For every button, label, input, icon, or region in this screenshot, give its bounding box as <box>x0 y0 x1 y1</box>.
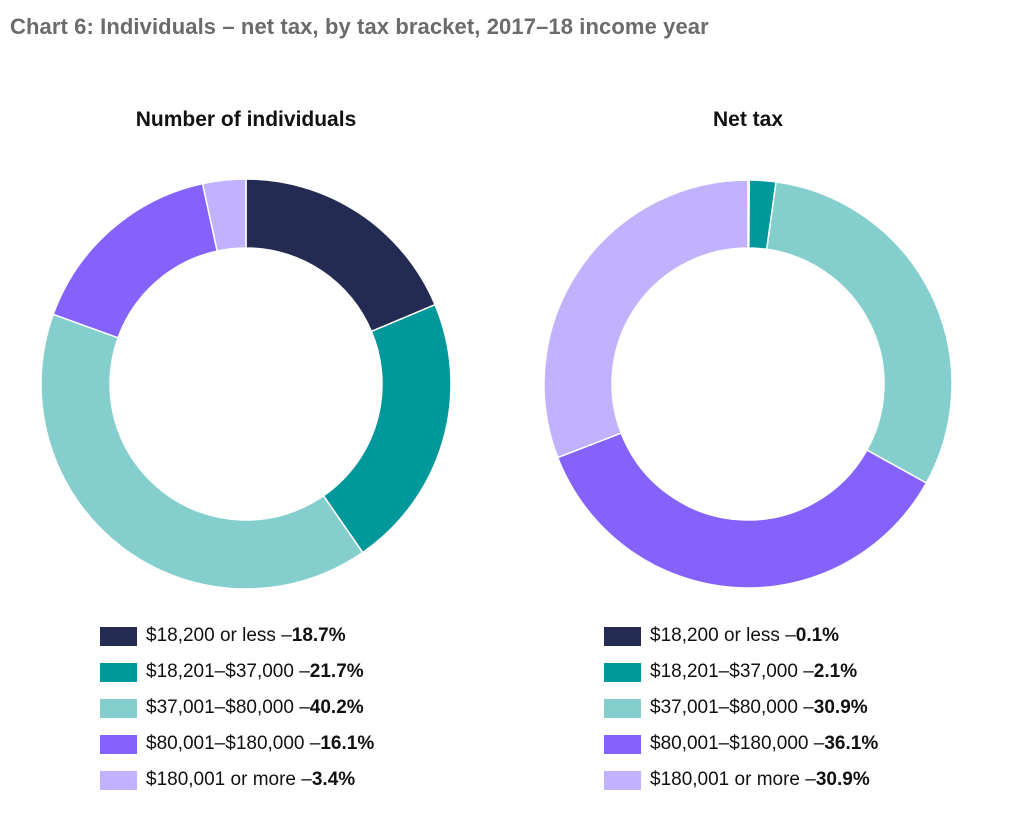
legend-label: $180,001 or more – <box>146 769 312 790</box>
legend-label: $18,200 or less – <box>146 625 292 646</box>
legend-value: 16.1% <box>320 733 375 754</box>
donut-slice <box>201 178 247 252</box>
legend-item: $37,001–$80,000 – 30.9% <box>604 690 878 726</box>
donut-slice <box>322 303 452 554</box>
chart-title: Chart 6: Individuals – net tax, by tax b… <box>10 14 709 39</box>
legend-value: 0.1% <box>795 625 840 646</box>
legend-swatch <box>604 734 641 754</box>
legend-swatch <box>604 662 641 682</box>
legend-value: 18.7% <box>291 625 346 646</box>
legend-value: 21.7% <box>309 661 364 682</box>
legend-swatch <box>604 626 641 646</box>
legend-swatch <box>100 734 137 754</box>
legend-item: $18,200 or less – 18.7% <box>100 618 374 654</box>
donut-chart-net-tax <box>543 179 953 589</box>
legend-label: $80,001–$180,000 – <box>146 733 321 754</box>
legend-item: $180,001 or more – 30.9% <box>604 762 878 798</box>
legend-item: $180,001 or more – 3.4% <box>100 762 374 798</box>
legend-swatch <box>100 626 137 646</box>
donut-panel-individuals: Number of individuals $18,200 or less – … <box>0 100 500 800</box>
legend-value: 2.1% <box>813 661 858 682</box>
legend-swatch <box>100 698 137 718</box>
legend-label: $18,201–$37,000 – <box>146 661 310 682</box>
legend-label: $37,001–$80,000 – <box>146 697 310 718</box>
legend-individuals: $18,200 or less – 18.7% $18,201–$37,000 … <box>100 618 374 798</box>
legend-label: $180,001 or more – <box>650 769 816 790</box>
legend-swatch <box>604 770 641 790</box>
legend-item: $18,200 or less – 0.1% <box>604 618 878 654</box>
legend-value: 30.9% <box>815 769 870 790</box>
legend-swatch <box>100 662 137 682</box>
legend-label: $18,200 or less – <box>650 625 796 646</box>
donut-slice <box>245 178 437 333</box>
legend-item: $80,001–$180,000 – 36.1% <box>604 726 878 762</box>
legend-label: $18,201–$37,000 – <box>650 661 814 682</box>
legend-item: $37,001–$80,000 – 40.2% <box>100 690 374 726</box>
donut-slice <box>765 181 953 485</box>
legend-value: 3.4% <box>311 769 356 790</box>
legend-label: $80,001–$180,000 – <box>650 733 825 754</box>
legend-net-tax: $18,200 or less – 0.1% $18,201–$37,000 –… <box>604 618 878 798</box>
donut-slice <box>543 179 749 459</box>
legend-item: $80,001–$180,000 – 16.1% <box>100 726 374 762</box>
legend-value: 40.2% <box>309 697 364 718</box>
donut-chart-individuals <box>40 178 452 590</box>
donut-slice <box>40 313 364 590</box>
donut-slice <box>556 432 928 589</box>
legend-item: $18,201–$37,000 – 21.7% <box>100 654 374 690</box>
donut-slice <box>52 182 219 339</box>
donut-panel-net-tax: Net tax $18,200 or less – 0.1% $18,201–$… <box>500 100 1000 800</box>
legend-value: 36.1% <box>824 733 879 754</box>
donut-title-net-tax: Net tax <box>712 108 784 131</box>
legend-label: $37,001–$80,000 – <box>650 697 814 718</box>
legend-swatch <box>604 698 641 718</box>
donut-title-individuals: Number of individuals <box>135 108 357 131</box>
legend-swatch <box>100 770 137 790</box>
legend-value: 30.9% <box>813 697 868 718</box>
legend-item: $18,201–$37,000 – 2.1% <box>604 654 878 690</box>
